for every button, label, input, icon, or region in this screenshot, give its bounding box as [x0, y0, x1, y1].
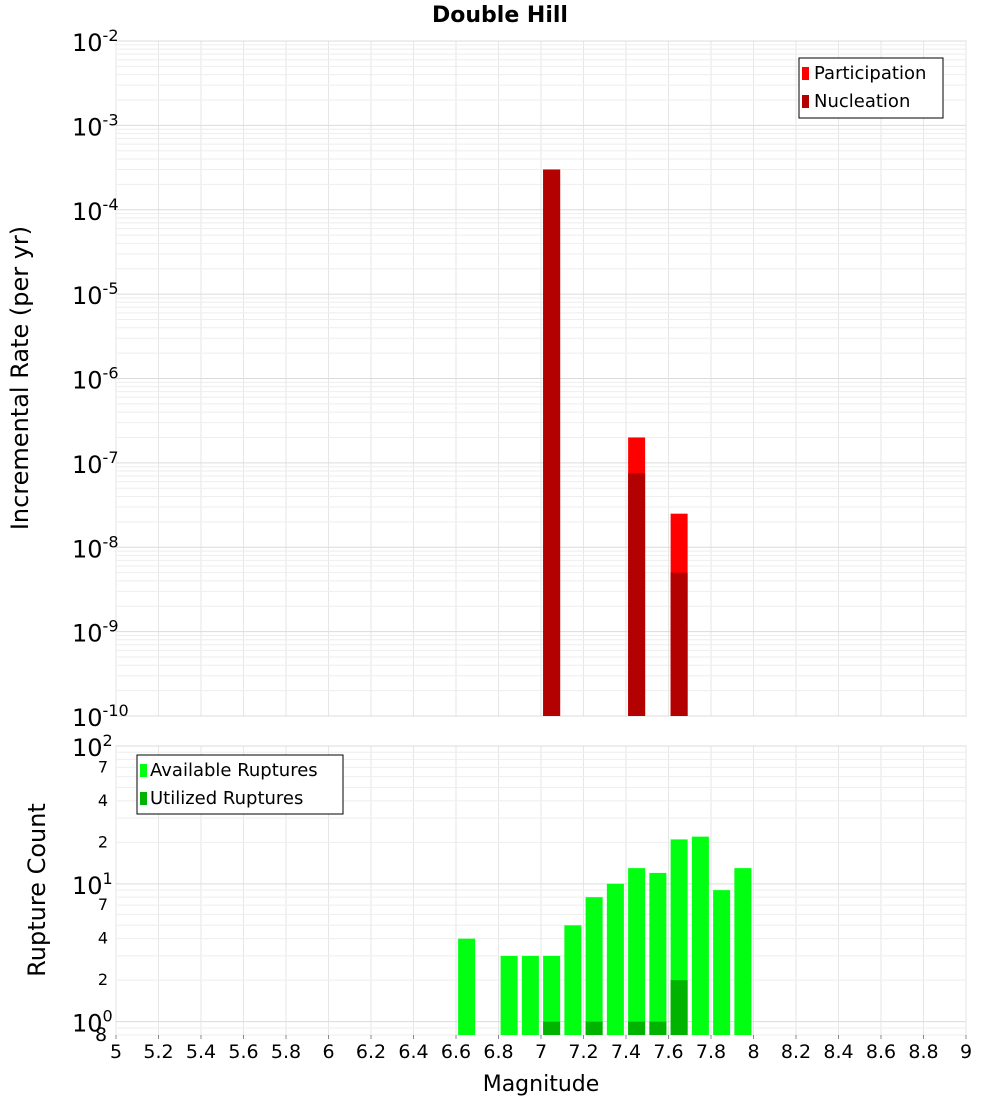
bar-s0 — [734, 868, 752, 1035]
bottom-y-axis-label: Rupture Count — [23, 803, 51, 977]
y-tick-label: 10-8 — [72, 532, 119, 563]
legend-swatch-available — [140, 764, 147, 777]
y-tick-label: 100 — [72, 1007, 113, 1038]
x-tick-label: 7.6 — [653, 1041, 683, 1063]
bar-s0 — [606, 883, 624, 1035]
y-tick-label: 10-2 — [72, 26, 119, 57]
bar-s0 — [521, 955, 539, 1035]
bottom-grid — [115, 745, 967, 1036]
bar-s1 — [628, 1021, 646, 1035]
bottom-y-ticks: 100 101 102 2 4 7 2 4 7 — [72, 731, 113, 1038]
x-tick-label: 5.4 — [186, 1041, 216, 1063]
bottom-y-tick-label-bottom: 8 — [95, 1024, 107, 1046]
y-tick-label: 10-10 — [72, 701, 129, 732]
bottom-bars — [458, 836, 752, 1035]
y-tick-label: 10-4 — [72, 195, 119, 226]
legend-label-participation: Participation — [814, 63, 926, 84]
bar-s0 — [564, 925, 582, 1035]
x-tick-label: 5.2 — [143, 1041, 173, 1063]
legend-swatch-nucleation — [802, 95, 809, 108]
bar-s0 — [691, 836, 709, 1035]
legend-swatch-participation — [802, 67, 809, 80]
bar-s1 — [543, 1021, 561, 1035]
bar-s1 — [670, 980, 688, 1035]
x-tick-label: 8.4 — [823, 1041, 853, 1063]
x-axis-ticks: 5 5.2 5.4 5.6 5.8 6 6.2 6.4 6.6 6.8 7 7.2 7.4 7.6 7.8 8… — [110, 1035, 972, 1063]
top-y-ticks: 10-10 10-9 10-8 10-7 10-6 10-5 10-4 10-3 10-2 — [72, 26, 129, 732]
x-tick-label: 6.8 — [483, 1041, 513, 1063]
y-minor-tick-label: 4 — [98, 791, 108, 810]
bar-s0 — [458, 938, 476, 1035]
bar-s0 — [585, 897, 603, 1035]
bottom-legend-box — [136, 754, 344, 815]
bar-s1 — [628, 473, 646, 716]
legend-swatch-utilized — [140, 792, 147, 805]
bottom-legend: Available Ruptures Utilized Ruptures — [136, 754, 344, 815]
legend-label-nucleation: Nucleation — [814, 91, 910, 112]
y-tick-label: 10-7 — [72, 448, 119, 479]
x-tick-label: 8.8 — [908, 1041, 938, 1063]
x-tick-label: 5.8 — [271, 1041, 301, 1063]
y-tick-label: 10-9 — [72, 617, 119, 648]
bar-s1 — [543, 169, 561, 716]
y-tick-label: 10-3 — [72, 110, 119, 141]
x-tick-label: 6.4 — [398, 1041, 428, 1063]
x-tick-label: 5.6 — [228, 1041, 258, 1063]
y-minor-tick-label: 2 — [98, 832, 108, 851]
x-tick-label: 8.2 — [781, 1041, 811, 1063]
bar-s1 — [670, 572, 688, 716]
x-tick-label: 5 — [110, 1041, 122, 1063]
legend-label-available: Available Ruptures — [150, 760, 318, 781]
x-tick-label: 6.6 — [441, 1041, 471, 1063]
x-tick-label: 8 — [747, 1041, 759, 1063]
x-tick-label: 7.4 — [611, 1041, 641, 1063]
bar-s1 — [585, 1021, 603, 1035]
x-tick-label: 6.2 — [356, 1041, 386, 1063]
x-tick-label: 7 — [535, 1041, 547, 1063]
bar-s0 — [500, 955, 518, 1035]
x-tick-label: 9 — [960, 1041, 972, 1063]
chart-title: Double Hill — [432, 3, 568, 28]
bar-s0 — [628, 868, 646, 1035]
y-tick-label: 10-5 — [72, 279, 119, 310]
y-tick-label: 10-6 — [72, 364, 119, 395]
bar-s1 — [649, 1021, 667, 1035]
x-tick-label: 6 — [322, 1041, 334, 1063]
legend-label-utilized: Utilized Ruptures — [150, 788, 303, 809]
top-y-axis-label: Incremental Rate (per yr) — [6, 226, 34, 530]
top-legend: Participation Nucleation — [798, 57, 944, 119]
y-tick-label: 101 — [72, 869, 113, 900]
top-legend-box — [798, 57, 944, 119]
x-tick-label: 8.6 — [866, 1041, 896, 1063]
bar-s0 — [713, 890, 731, 1035]
y-minor-tick-label: 4 — [98, 929, 108, 948]
x-axis-label: Magnitude — [483, 1072, 600, 1097]
top-bars — [543, 169, 688, 716]
x-tick-label: 7.2 — [568, 1041, 598, 1063]
y-minor-tick-label: 2 — [98, 970, 108, 989]
bar-s0 — [543, 955, 561, 1035]
y-minor-tick-label: 7 — [98, 895, 108, 914]
y-minor-tick-label: 7 — [98, 757, 108, 776]
bar-s0 — [649, 872, 667, 1035]
x-tick-label: 7.8 — [696, 1041, 726, 1063]
top-grid — [115, 40, 967, 717]
y-tick-label: 102 — [72, 731, 113, 762]
